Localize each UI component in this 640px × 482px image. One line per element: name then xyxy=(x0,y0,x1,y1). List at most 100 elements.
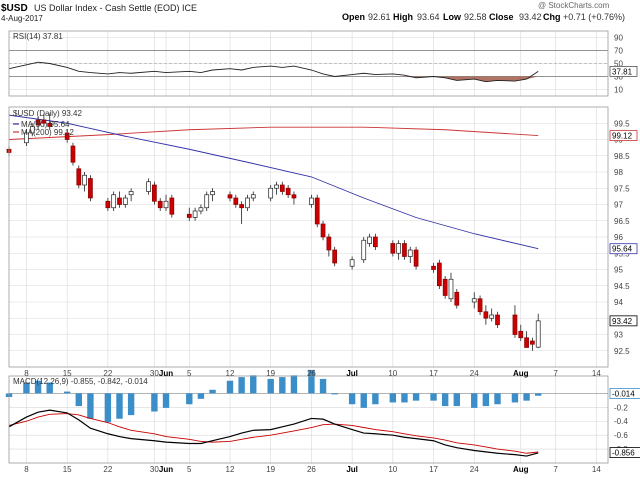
candle-body xyxy=(390,243,396,254)
candle-body xyxy=(35,119,41,126)
macd-legend: MACD(12,26,9) -0.855, -0.842, -0.014 xyxy=(13,377,148,386)
candle-body xyxy=(233,197,239,205)
price-x-tick-label: 7 xyxy=(553,369,558,378)
macd-histogram-bar xyxy=(46,382,53,394)
candle-body xyxy=(82,174,87,186)
macd-histogram-bar xyxy=(290,375,298,394)
price-candle xyxy=(245,194,250,211)
candle-body xyxy=(111,194,117,209)
price-candle xyxy=(47,113,53,130)
macd-tick-label: -0.6 xyxy=(614,431,628,440)
price-candle xyxy=(489,308,495,322)
price-candle xyxy=(152,181,157,205)
low-value: 92.58 xyxy=(464,12,487,22)
price-candle xyxy=(535,313,541,349)
ma50-legend: MA(50) 95.64 xyxy=(21,120,70,129)
candle-body xyxy=(332,249,338,264)
candle-body xyxy=(396,243,401,254)
macd-tick-label: -0.4 xyxy=(614,417,628,426)
macd-histogram-bar xyxy=(471,393,478,408)
candle-body xyxy=(169,197,175,215)
macd-value-label-box xyxy=(609,447,640,458)
price-tick-label: 98 xyxy=(614,168,623,177)
candle-body xyxy=(349,259,355,267)
price-candle xyxy=(320,220,326,241)
candle-body xyxy=(285,187,291,196)
macd-x-tick-label: 5 xyxy=(187,465,192,474)
candle-body xyxy=(477,298,483,313)
candle-body xyxy=(367,236,372,244)
price-candle xyxy=(367,233,372,247)
price-candle xyxy=(442,276,448,299)
price-candle xyxy=(111,191,117,211)
macd-histogram-bar xyxy=(267,378,274,394)
price-x-tick-label: 30 xyxy=(150,369,159,378)
close-value-label-box xyxy=(609,315,638,327)
price-candle xyxy=(483,305,489,325)
macd-histogram-bar xyxy=(87,393,94,419)
candle-body xyxy=(239,204,244,209)
ma200-legend: MA(200) 99.12 xyxy=(21,128,74,137)
candle-body xyxy=(436,262,442,287)
candle-body xyxy=(326,236,332,251)
price-tick-label: 95 xyxy=(614,266,623,275)
price-candle xyxy=(285,185,291,198)
price-x-tick-label: 14 xyxy=(592,369,601,378)
candle-body xyxy=(70,145,76,163)
macd-histogram-bar xyxy=(535,393,542,396)
price-x-tick-label: 22 xyxy=(103,369,112,378)
candle-body xyxy=(29,126,35,134)
candle-body xyxy=(274,184,279,189)
candle-body xyxy=(431,265,436,270)
macd-histogram-bar xyxy=(34,380,42,394)
macd-x-tick-label: 14 xyxy=(592,465,601,474)
macd-histogram-bar xyxy=(197,393,205,399)
price-tick-label: 96 xyxy=(614,233,623,242)
price-candle xyxy=(448,272,454,302)
macd-histogram-bar xyxy=(75,393,82,407)
candle-body xyxy=(535,320,541,348)
candle-body xyxy=(47,122,53,127)
macd-x-tick-label: 24 xyxy=(470,465,479,474)
macd-x-tick-label: Jun xyxy=(159,465,173,474)
candle-body xyxy=(250,194,256,199)
price-candle xyxy=(396,240,401,260)
macd-histogram-bar xyxy=(186,393,193,405)
candle-body xyxy=(291,194,297,199)
macd-histogram-bar xyxy=(511,393,519,403)
macd-histogram-bar xyxy=(430,393,437,401)
rsi-tick-label: 90 xyxy=(614,34,623,43)
symbol: $USD xyxy=(1,3,28,14)
macd-x-tick-label: Jul xyxy=(346,465,358,474)
price-candle xyxy=(309,194,314,208)
price-candle xyxy=(495,311,500,328)
price-candle xyxy=(454,289,460,309)
macd-histogram-bar xyxy=(372,393,379,405)
rsi-panel: 10 30 50 70 90 RSI(14) 37.81 37.81 xyxy=(8,30,638,97)
price-candle xyxy=(76,165,82,189)
open-value: 92.61 xyxy=(368,12,391,22)
candle-body xyxy=(402,243,407,257)
price-candle xyxy=(239,201,244,224)
macd-x-tick-label: 10 xyxy=(388,465,397,474)
candle-body xyxy=(204,194,210,209)
open-label: Open xyxy=(342,12,365,22)
candle-body xyxy=(117,197,122,205)
price-x-tick-label: 17 xyxy=(429,369,438,378)
ohlc-readout: Open 92.61 High 93.64 Low 92.58 Close 93… xyxy=(342,12,625,22)
macd-tick-label: -0.2 xyxy=(614,403,628,412)
ma50-value-label: 95.64 xyxy=(612,245,633,254)
price-candle xyxy=(105,198,111,211)
macd-histogram-bar xyxy=(401,393,408,403)
candle-body xyxy=(41,119,47,124)
macd-histogram-bar xyxy=(162,393,170,408)
price-candle xyxy=(373,233,378,250)
macd-x-tick-label: 15 xyxy=(63,465,72,474)
price-candle xyxy=(64,129,70,143)
macd-histogram-bar xyxy=(441,393,449,407)
macd-histogram-bar xyxy=(331,393,338,395)
price-tick-label: 94 xyxy=(614,298,623,307)
candle-body xyxy=(186,213,192,218)
price-candle xyxy=(518,324,524,341)
